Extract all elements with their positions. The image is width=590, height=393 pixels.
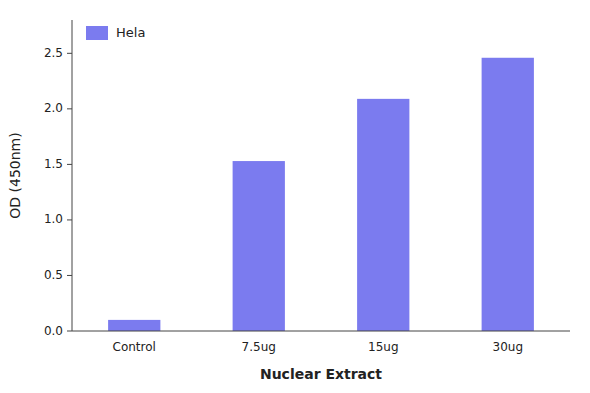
y-tick-label: 0.0: [44, 324, 63, 338]
y-tick-label: 2.5: [44, 46, 63, 60]
y-tick: [67, 108, 72, 109]
x-axis-line: [72, 331, 570, 332]
y-tick: [67, 164, 72, 165]
legend-swatch: [86, 26, 108, 40]
y-tick-label: 1.5: [44, 157, 63, 171]
chart-container: 0.0 0.5 1.0 1.5 2.0 2.5 Control 7.5ug 15ug 30ug Nu…: [0, 0, 590, 393]
bar: [233, 161, 285, 331]
y-tick-label: 2.0: [44, 101, 63, 115]
y-axis-label: OD (450nm): [7, 132, 23, 218]
x-tick-label: 30ug: [493, 340, 524, 354]
y-tick: [67, 53, 72, 54]
chart-svg: 0.0 0.5 1.0 1.5 2.0 2.5 Control 7.5ug 15ug 30ug Nu…: [0, 0, 590, 393]
legend-label: Hela: [116, 25, 145, 40]
y-tick: [67, 219, 72, 220]
y-tick: [67, 331, 72, 332]
y-axis-line: [72, 20, 73, 331]
bar: [108, 320, 160, 331]
bar: [357, 99, 409, 331]
x-tick-label: 7.5ug: [242, 340, 276, 354]
bar: [482, 58, 534, 331]
y-tick-label: 0.5: [44, 268, 63, 282]
x-tick-label: Control: [113, 340, 156, 354]
y-tick-label: 1.0: [44, 212, 63, 226]
x-axis-label: Nuclear Extract: [260, 366, 382, 382]
y-tick: [67, 275, 72, 276]
legend: Hela: [86, 25, 145, 41]
bars: [108, 58, 534, 331]
x-tick-label: 15ug: [368, 340, 399, 354]
